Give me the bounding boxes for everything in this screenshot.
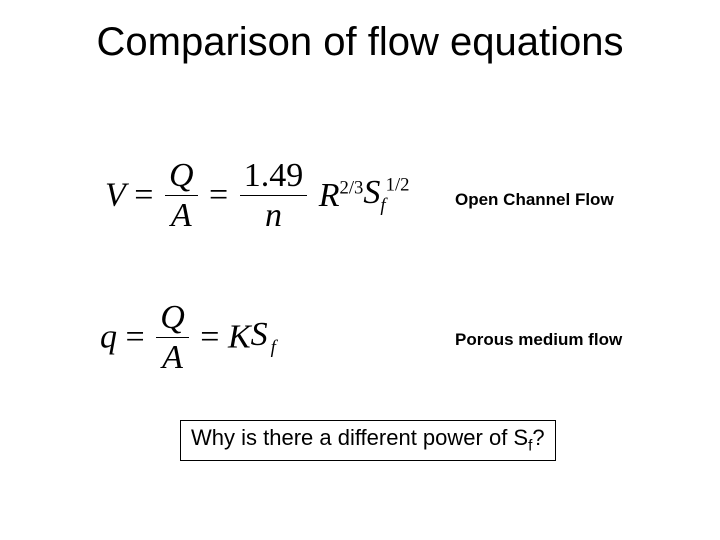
eq1-frac1-den: A (165, 195, 198, 234)
eq1-lhs: V (105, 177, 126, 214)
eq1-frac2-num: 1.49 (240, 158, 308, 195)
eq2-k-var: K (228, 319, 251, 356)
eq1-frac1-num: Q (165, 158, 198, 195)
equals-icon: = (200, 319, 228, 356)
label-open-channel: Open Channel Flow (455, 190, 614, 210)
label-porous-medium: Porous medium flow (455, 330, 622, 350)
eq1-frac-qa: Q A (165, 158, 198, 233)
eq1-s-var: S (363, 174, 380, 211)
eq2-s-term: Sf (251, 316, 276, 353)
eq2-frac1-den: A (156, 337, 189, 376)
eq1-s-exp: 1/2 (386, 175, 410, 196)
question-text-suffix: ? (532, 425, 544, 450)
eq1-s-sub: f (380, 195, 385, 216)
question-text-prefix: Why is there a different power of S (191, 425, 528, 450)
equation-porous-medium: q = Q A = KSf (100, 300, 276, 375)
eq1-r-exp: 2/3 (340, 177, 364, 198)
eq1-frac-149n: 1.49 n (240, 158, 308, 233)
eq2-frac-qa: Q A (156, 300, 189, 375)
slide: Comparison of flow equations V = Q A = 1… (0, 0, 720, 540)
equation-open-channel: V = Q A = 1.49 n R2/3Sf1/2 (105, 158, 409, 233)
eq1-r-term: R2/3 (319, 177, 364, 214)
eq2-frac1-num: Q (156, 300, 189, 337)
equals-icon: = (134, 177, 162, 214)
eq2-lhs: q (100, 319, 117, 356)
eq1-s-term: Sf1/2 (363, 174, 409, 211)
equals-icon: = (209, 177, 237, 214)
eq2-s-sub: f (271, 337, 276, 358)
equals-icon: = (126, 319, 154, 356)
eq1-r-var: R (319, 177, 340, 214)
eq1-frac2-den: n (240, 195, 308, 234)
question-box: Why is there a different power of Sf? (180, 420, 556, 461)
eq2-s-var: S (251, 316, 268, 353)
slide-title: Comparison of flow equations (0, 20, 720, 65)
